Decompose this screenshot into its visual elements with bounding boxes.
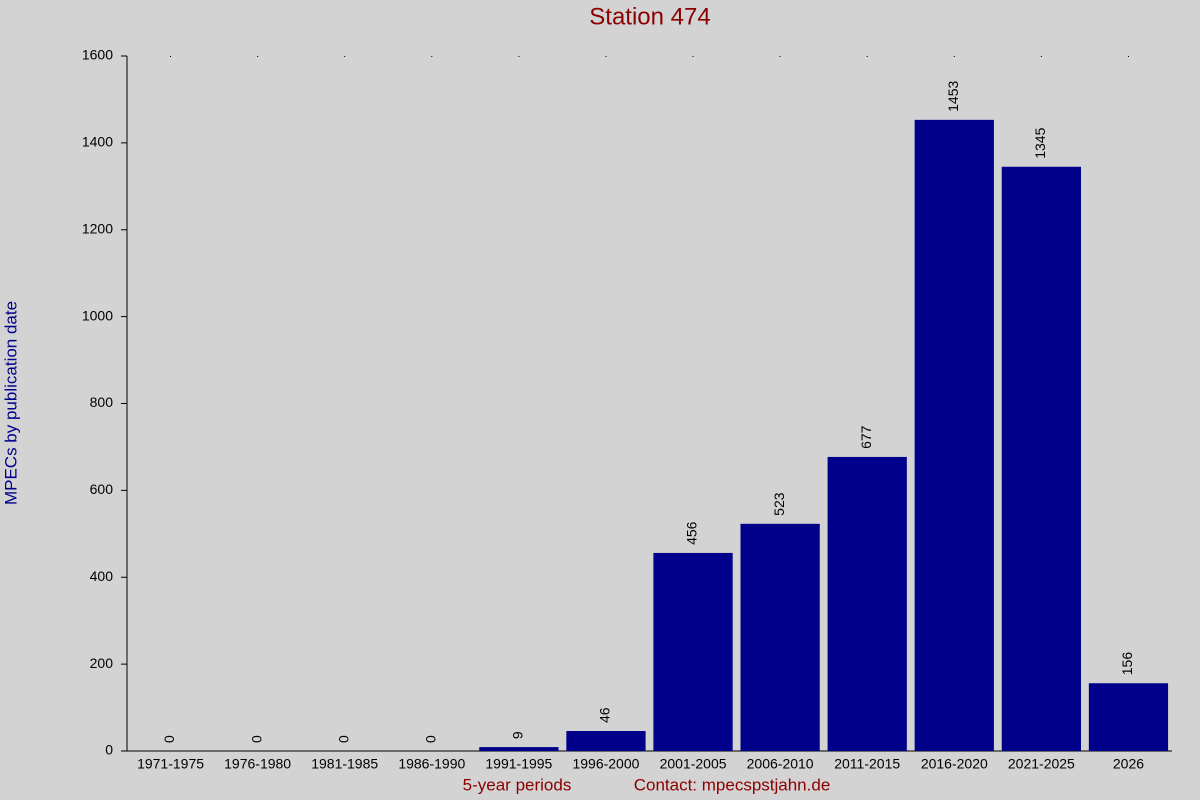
value-label: 1345 [1032, 127, 1048, 158]
x-tick-label: 2021-2025 [1008, 756, 1075, 772]
bar [740, 523, 820, 751]
bar [566, 731, 646, 751]
x-tick-label: 1996-2000 [572, 756, 639, 772]
x-tick-label: 2016-2020 [921, 756, 988, 772]
value-label: 156 [1119, 652, 1135, 676]
bar [1088, 683, 1169, 751]
value-label: 46 [597, 707, 613, 723]
bar [1001, 166, 1081, 751]
top-tick [1040, 56, 1042, 57]
top-tick [344, 56, 346, 57]
top-tick [953, 56, 955, 57]
x-tick-label: 2001-2005 [660, 756, 727, 772]
x-tick-label: 1976-1980 [224, 756, 291, 772]
x-tick-label: 1986-1990 [398, 756, 465, 772]
bar [479, 747, 559, 751]
x-axis-label: 5-year periods [463, 775, 572, 794]
x-tick-label: 2006-2010 [747, 756, 814, 772]
value-label: 0 [422, 735, 438, 743]
y-tick-label: 600 [90, 481, 114, 497]
y-tick-label: 200 [90, 655, 114, 671]
top-tick [431, 56, 433, 57]
y-tick-label: 800 [90, 394, 114, 410]
x-tick-label: 2026 [1113, 756, 1144, 772]
value-label: 677 [858, 425, 874, 449]
x-tick-label: 1971-1975 [137, 756, 204, 772]
top-tick [518, 56, 520, 57]
bar [914, 119, 994, 751]
value-label: 9 [510, 731, 526, 739]
top-tick [1127, 56, 1129, 57]
top-tick [257, 56, 259, 57]
y-tick-label: 1000 [82, 307, 113, 323]
value-label: 0 [335, 735, 351, 743]
y-tick-label: 1600 [82, 47, 113, 63]
x-tick-label: 1981-1985 [311, 756, 378, 772]
y-axis-label: MPECs by publication date [1, 301, 20, 505]
value-label: 0 [248, 735, 264, 743]
y-tick-label: 400 [90, 568, 114, 584]
top-tick [605, 56, 607, 57]
y-tick-label: 1400 [82, 134, 113, 150]
value-label: 523 [771, 492, 787, 516]
x-tick-label: 2011-2015 [834, 756, 900, 772]
value-label: 456 [684, 521, 700, 545]
contact: Contact: mpecspstjahn.de [634, 775, 831, 794]
y-tick-label: 1200 [82, 220, 113, 236]
x-tick-label: 1991-1995 [485, 756, 552, 772]
top-tick [692, 56, 694, 57]
value-label: 1453 [945, 80, 961, 111]
top-tick [170, 56, 172, 57]
top-tick [779, 56, 781, 57]
top-tick [866, 56, 868, 57]
bar [653, 552, 733, 751]
y-tick-label: 0 [105, 742, 113, 758]
chart-title: Station 474 [589, 3, 710, 30]
bar [827, 456, 907, 751]
value-label: 0 [161, 735, 177, 743]
